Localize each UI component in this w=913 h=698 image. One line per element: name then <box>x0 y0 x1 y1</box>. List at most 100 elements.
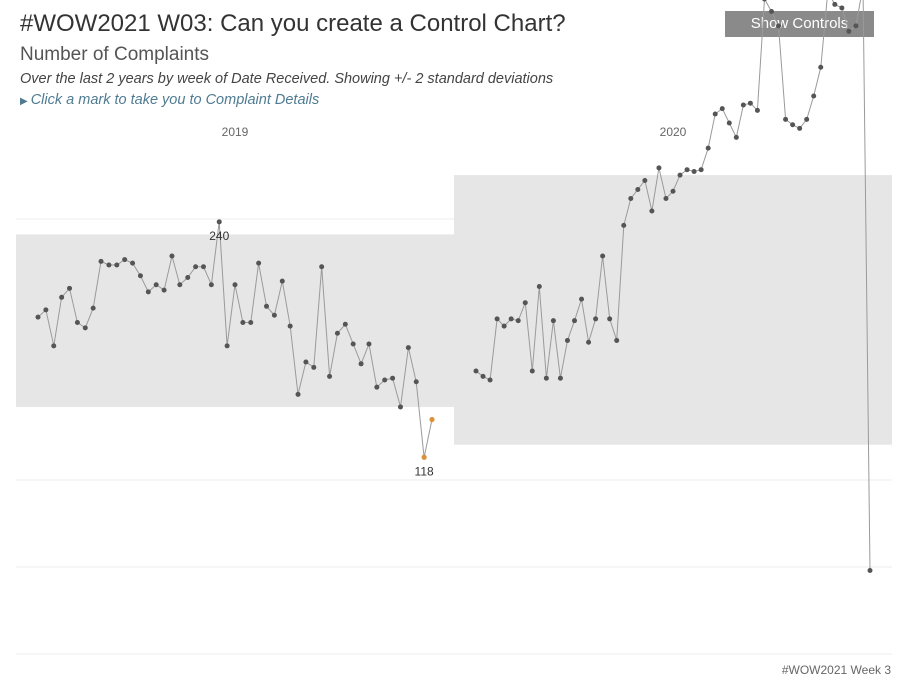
data-point[interactable] <box>600 253 606 259</box>
data-point[interactable] <box>405 345 411 351</box>
data-point[interactable] <box>719 106 725 112</box>
data-point[interactable] <box>342 321 348 327</box>
data-point[interactable] <box>747 100 753 106</box>
series-points[interactable] <box>35 0 873 573</box>
data-point[interactable] <box>663 195 669 201</box>
data-point[interactable] <box>635 186 641 192</box>
data-point[interactable] <box>515 318 521 324</box>
data-point[interactable] <box>614 337 620 343</box>
data-point[interactable] <box>240 319 246 325</box>
data-point[interactable] <box>200 264 206 270</box>
data-point[interactable] <box>501 323 507 329</box>
data-point[interactable] <box>43 307 49 313</box>
data-point[interactable] <box>264 303 270 309</box>
click-hint[interactable]: ▶ Click a mark to take you to Complaint D… <box>20 92 319 108</box>
data-point[interactable] <box>224 343 230 349</box>
data-point[interactable] <box>579 296 585 302</box>
data-point[interactable] <box>232 282 238 288</box>
data-point[interactable] <box>536 284 542 290</box>
data-point[interactable] <box>145 289 151 295</box>
data-point[interactable] <box>586 339 592 345</box>
data-point[interactable] <box>153 282 159 288</box>
data-point[interactable] <box>185 275 191 281</box>
data-point[interactable] <box>867 568 873 573</box>
data-point[interactable] <box>311 364 317 370</box>
data-point[interactable] <box>677 172 683 178</box>
data-point[interactable] <box>98 258 104 264</box>
data-point[interactable] <box>248 319 254 325</box>
data-point[interactable] <box>487 377 493 383</box>
data-point[interactable] <box>754 107 760 113</box>
data-point[interactable] <box>642 177 648 183</box>
data-point[interactable] <box>797 125 803 131</box>
data-point[interactable] <box>684 167 690 173</box>
data-point[interactable] <box>169 253 175 259</box>
data-point[interactable] <box>762 0 767 2</box>
data-point[interactable] <box>522 300 528 306</box>
data-point[interactable] <box>35 314 41 320</box>
data-point[interactable] <box>621 222 627 228</box>
data-point[interactable] <box>649 208 655 214</box>
data-point[interactable] <box>137 273 143 279</box>
data-point[interactable] <box>740 102 746 108</box>
data-point[interactable] <box>216 219 222 225</box>
data-point[interactable] <box>529 368 535 374</box>
data-point[interactable] <box>51 343 57 349</box>
data-point[interactable] <box>691 169 697 174</box>
data-point[interactable] <box>783 116 789 122</box>
data-point[interactable] <box>114 262 120 268</box>
data-point[interactable] <box>811 93 817 99</box>
data-point[interactable] <box>839 5 845 11</box>
data-point[interactable] <box>508 316 514 322</box>
data-point[interactable] <box>279 278 285 284</box>
data-point[interactable] <box>334 330 340 336</box>
data-point[interactable] <box>712 111 718 117</box>
data-point[interactable] <box>390 375 396 381</box>
data-point[interactable] <box>366 341 372 347</box>
data-point[interactable] <box>480 373 486 379</box>
data-point[interactable] <box>698 167 704 173</box>
data-point[interactable] <box>90 305 96 311</box>
data-point[interactable] <box>656 165 662 171</box>
data-point[interactable] <box>82 325 88 331</box>
data-point[interactable] <box>832 1 838 7</box>
data-point[interactable] <box>769 9 774 15</box>
data-point[interactable] <box>733 134 739 140</box>
data-point[interactable] <box>67 285 73 291</box>
data-point[interactable] <box>350 341 356 347</box>
data-point[interactable] <box>130 260 136 266</box>
data-point[interactable] <box>670 188 676 194</box>
data-point[interactable] <box>473 368 479 374</box>
data-point[interactable] <box>208 282 214 288</box>
data-point[interactable] <box>287 323 293 329</box>
data-point[interactable] <box>494 316 500 322</box>
data-point[interactable] <box>564 337 570 343</box>
outlier-point[interactable] <box>421 454 427 460</box>
data-point[interactable] <box>397 404 403 410</box>
data-point[interactable] <box>382 377 388 383</box>
data-point[interactable] <box>59 294 65 300</box>
data-point[interactable] <box>256 260 262 266</box>
data-point[interactable] <box>413 379 419 385</box>
data-point[interactable] <box>327 373 333 379</box>
data-point[interactable] <box>303 359 309 365</box>
data-point[interactable] <box>726 120 732 126</box>
data-point[interactable] <box>74 319 80 325</box>
outlier-point[interactable] <box>429 416 435 423</box>
data-point[interactable] <box>295 391 301 397</box>
data-point[interactable] <box>705 145 711 151</box>
data-point[interactable] <box>319 264 325 270</box>
data-point[interactable] <box>106 262 112 268</box>
data-point[interactable] <box>374 384 380 390</box>
data-point[interactable] <box>358 361 364 367</box>
data-point[interactable] <box>593 316 599 322</box>
data-point[interactable] <box>776 23 782 29</box>
data-point[interactable] <box>607 316 613 322</box>
data-point[interactable] <box>161 287 167 293</box>
data-point[interactable] <box>853 23 859 29</box>
data-point[interactable] <box>790 122 796 128</box>
data-point[interactable] <box>804 116 810 122</box>
data-point[interactable] <box>543 375 549 381</box>
data-point[interactable] <box>572 318 577 324</box>
data-point[interactable] <box>193 264 199 270</box>
